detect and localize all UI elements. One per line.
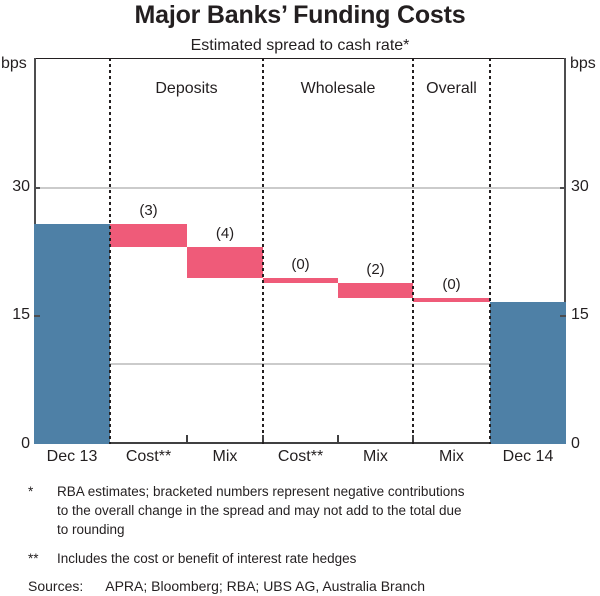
y-axis-right	[564, 58, 566, 444]
y-axis-unit-right: bps	[570, 55, 596, 72]
footnote-marker: **	[28, 551, 39, 566]
y-axis-tick	[34, 315, 40, 317]
sources-line: Sources: APRA; Bloomberg; RBA; UBS AG, A…	[28, 577, 600, 596]
sources-text: APRA; Bloomberg; RBA; UBS AG, Australia …	[105, 578, 426, 594]
bar-wholesale-mix	[338, 283, 413, 298]
bar-annotation-deposits-mix: (4)	[215, 225, 235, 242]
x-axis-tick	[186, 435, 188, 442]
sources-label: Sources:	[28, 578, 84, 594]
footnote-double-asterisk: ** Includes the cost or benefit of inter…	[28, 549, 600, 568]
x-axis-tick	[412, 435, 414, 442]
footnote-marker: *	[28, 484, 34, 499]
x-axis-label-overall-mix: Mix	[439, 448, 464, 465]
footnote-text: Includes the cost or benefit of interest…	[57, 551, 357, 566]
x-axis-label-wholesale-cost: Cost**	[277, 448, 324, 465]
footnote-line: to the overall change in the spread and …	[57, 503, 462, 518]
y-axis-tick	[560, 315, 566, 317]
y-tick-label-right: 30	[571, 178, 589, 195]
section-label-overall: Overall	[426, 80, 477, 97]
x-axis-label-dec-13: Dec 13	[46, 448, 98, 465]
plot-area: (3) (4) (0) (2) (0) Deposits Wholesale Overall	[34, 58, 566, 444]
bar-dec-14	[490, 302, 566, 444]
section-label-deposits: Deposits	[155, 80, 218, 97]
x-axis-labels: Dec 13 Cost** Mix Cost** Mix Mix Dec 14	[34, 448, 566, 468]
section-separator	[489, 58, 491, 444]
gridline	[36, 363, 564, 365]
plot-border-top	[34, 58, 566, 59]
footnote-line: to rounding	[57, 522, 125, 537]
section-separator	[109, 58, 111, 444]
x-axis-label-wholesale-mix: Mix	[363, 448, 388, 465]
bar-annotation-wholesale-mix: (2)	[366, 261, 385, 278]
section-label-wholesale: Wholesale	[300, 80, 376, 97]
bar-deposits-cost	[110, 224, 187, 247]
x-axis-label-deposits-cost: Cost**	[125, 448, 172, 465]
gridline	[36, 187, 564, 189]
x-axis-tick	[262, 435, 264, 442]
footnote-text: RBA estimates; bracketed numbers represe…	[57, 482, 600, 539]
footnote-asterisk: * RBA estimates; bracketed numbers repre…	[28, 482, 600, 539]
x-axis-baseline	[34, 442, 566, 444]
y-axis-tick	[560, 187, 566, 189]
bar-annotation-deposits-cost: (3)	[139, 202, 158, 219]
bar-annotation-wholesale-cost: (0)	[291, 256, 310, 273]
y-tick-label-left: 30	[12, 178, 30, 195]
footnote-line: RBA estimates; bracketed numbers represe…	[57, 484, 465, 499]
y-tick-label-right: 15	[571, 306, 589, 323]
chart-title: Major Banks’ Funding Costs	[134, 1, 466, 29]
x-axis-tick	[337, 435, 339, 442]
chart-subtitle: Estimated spread to cash rate*	[190, 37, 410, 54]
y-axis-unit-left: bps	[1, 55, 27, 72]
bar-wholesale-cost	[263, 278, 338, 283]
section-separator	[262, 58, 264, 444]
bar-annotation-overall-mix: (0)	[442, 276, 461, 293]
x-axis-label-deposits-mix: Mix	[212, 448, 238, 465]
bar-dec-13	[34, 224, 110, 444]
y-tick-label-right: 0	[571, 435, 580, 452]
footnotes: * RBA estimates; bracketed numbers repre…	[0, 482, 600, 596]
bar-deposits-mix	[187, 247, 263, 278]
y-tick-label-left: 0	[21, 435, 30, 452]
y-tick-label-left: 15	[12, 306, 30, 323]
x-axis-label-dec-14: Dec 14	[502, 448, 554, 465]
bar-overall-mix	[413, 298, 490, 302]
section-separator	[412, 58, 414, 444]
y-axis-tick	[34, 187, 40, 189]
